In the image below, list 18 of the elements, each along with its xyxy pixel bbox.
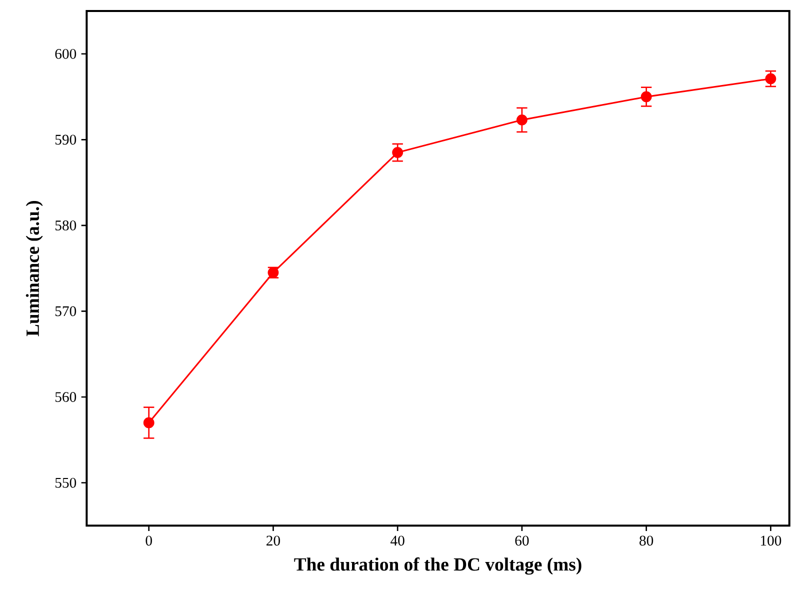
y-tick-label: 590 [55, 134, 76, 145]
x-tick-label: 60 [515, 536, 529, 546]
point [640, 91, 652, 102]
x-tick-label: 80 [640, 536, 654, 546]
y-axis-title: Luminance (a.u.) [26, 200, 43, 336]
y-tick-label: 580 [55, 220, 76, 230]
x-axis-title: The duration of the DC voltage (ms) [294, 557, 582, 575]
x-tick-label: 20 [266, 536, 280, 546]
y-tick-label: 550 [55, 478, 76, 488]
point [516, 114, 528, 126]
y-tick-label: 600 [55, 48, 76, 59]
x-tick-label: 0 [146, 536, 152, 546]
point [392, 147, 404, 158]
x-tick-label: 100 [760, 536, 782, 546]
point [143, 417, 154, 428]
y-tick-label: 560 [55, 392, 76, 402]
y-tick-label: 570 [55, 306, 76, 316]
x-tick-label: 40 [390, 536, 404, 546]
